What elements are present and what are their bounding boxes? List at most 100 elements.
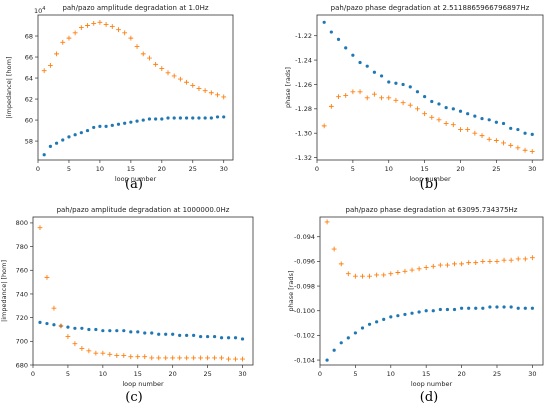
data-point xyxy=(416,266,422,272)
data-point xyxy=(331,246,337,252)
data-point xyxy=(61,138,65,142)
y-axis-label: |impedance| [hom] xyxy=(0,260,8,322)
data-point xyxy=(122,30,128,36)
x-tick-label: 10 xyxy=(385,165,393,173)
data-point xyxy=(481,306,485,310)
x-tick-label: 10 xyxy=(99,370,107,378)
data-point xyxy=(389,315,393,319)
data-point xyxy=(321,123,327,129)
data-point xyxy=(205,355,211,361)
data-point xyxy=(364,95,370,101)
data-point xyxy=(86,348,92,354)
data-point xyxy=(396,314,400,318)
data-point xyxy=(344,46,348,50)
data-point xyxy=(473,260,479,266)
y-axis-label: |impedance| [hom] xyxy=(5,56,13,118)
data-point xyxy=(501,257,507,263)
data-point xyxy=(122,329,126,333)
data-point xyxy=(42,153,46,157)
y-tick-label: -1.24 xyxy=(295,56,312,64)
data-point xyxy=(156,355,162,361)
data-point xyxy=(65,334,71,339)
data-point xyxy=(142,354,148,360)
data-point xyxy=(184,79,189,85)
data-point xyxy=(423,95,427,99)
data-point xyxy=(85,128,90,133)
data-point xyxy=(185,333,189,337)
data-point xyxy=(199,334,203,339)
data-point xyxy=(480,116,484,121)
data-point xyxy=(343,93,349,98)
data-point xyxy=(393,97,399,103)
x-tick-label: 5 xyxy=(351,165,355,173)
data-point xyxy=(339,341,343,345)
data-point xyxy=(438,307,442,312)
y-tick-label: 62 xyxy=(25,95,33,103)
x-tick-label: 0 xyxy=(315,165,319,173)
data-point xyxy=(143,331,147,335)
plot-area-frame xyxy=(32,216,254,366)
data-point xyxy=(346,336,350,340)
data-point xyxy=(44,274,50,280)
x-axis-label: loop number xyxy=(411,380,453,388)
data-point xyxy=(66,325,70,329)
y-tick-label: 740 xyxy=(16,290,28,298)
data-point xyxy=(114,353,120,358)
data-point xyxy=(128,354,134,360)
x-tick-label: 30 xyxy=(528,165,536,173)
data-point xyxy=(58,323,64,329)
plot-area-frame xyxy=(319,216,544,366)
data-point xyxy=(147,117,152,121)
y-tick-label: -1.32 xyxy=(295,154,312,162)
data-point xyxy=(170,355,176,361)
data-point xyxy=(202,88,208,94)
data-point xyxy=(123,121,127,125)
y-tick-label: -1.30 xyxy=(295,129,312,137)
x-tick-label: 25 xyxy=(492,165,500,173)
data-point xyxy=(149,355,155,361)
data-point xyxy=(109,24,115,29)
data-point xyxy=(38,320,42,324)
y-tick-label: 60 xyxy=(25,116,33,124)
data-point xyxy=(171,73,177,79)
data-point xyxy=(502,305,506,309)
data-point xyxy=(192,333,196,337)
data-point xyxy=(515,256,521,262)
data-point xyxy=(495,305,499,309)
data-point xyxy=(196,86,202,91)
data-point xyxy=(178,333,182,337)
data-point xyxy=(424,309,428,313)
data-point xyxy=(350,89,356,95)
data-point xyxy=(408,85,412,89)
data-point xyxy=(336,94,341,100)
data-point xyxy=(329,30,333,34)
data-point xyxy=(47,63,53,68)
data-point xyxy=(103,22,109,27)
data-point xyxy=(163,355,169,361)
data-point xyxy=(515,145,521,151)
data-point xyxy=(459,261,464,267)
data-point xyxy=(128,35,134,41)
data-point xyxy=(60,39,66,45)
data-point xyxy=(107,351,113,357)
data-point xyxy=(116,122,121,126)
x-tick-label: 5 xyxy=(67,165,71,173)
data-point xyxy=(410,311,414,315)
chart-panel-a: pah/pazo amplitude degradation at 1.0Hz 0… xyxy=(5,4,234,192)
data-point xyxy=(367,322,372,326)
data-point xyxy=(177,355,183,361)
data-point xyxy=(372,70,376,74)
y-tick-label: -0.100 xyxy=(294,307,315,315)
data-point xyxy=(198,355,204,361)
data-point xyxy=(215,92,220,98)
x-tick-label: 20 xyxy=(158,165,166,173)
data-point xyxy=(367,273,372,279)
data-point xyxy=(177,76,183,82)
series-1 xyxy=(322,20,534,137)
data-point xyxy=(221,94,227,100)
data-point xyxy=(458,127,463,132)
data-point xyxy=(233,336,238,340)
data-point xyxy=(135,354,141,360)
data-point xyxy=(516,306,520,310)
data-point xyxy=(80,326,84,330)
